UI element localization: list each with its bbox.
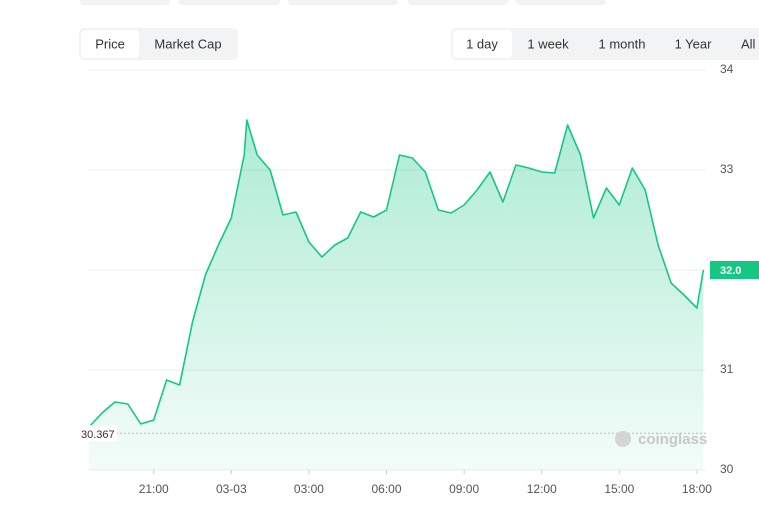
y-tick-label: 30 [720, 462, 734, 476]
button[interactable] [516, 0, 606, 5]
tab[interactable]: Market Cap [154, 36, 221, 51]
x-tick-label: 15:00 [604, 482, 634, 496]
button[interactable] [178, 0, 280, 5]
low-label: 30.367 [81, 429, 115, 441]
button[interactable] [288, 0, 398, 5]
current-label-bg [710, 261, 759, 279]
button[interactable] [80, 0, 170, 5]
tab[interactable]: Price [95, 36, 125, 51]
x-tick-label: 06:00 [372, 482, 402, 496]
top-buttons [80, 0, 606, 5]
range-group [451, 28, 759, 60]
y-tick-label: 31 [720, 362, 734, 376]
range-button[interactable]: 1 week [527, 36, 569, 51]
x-tick-label: 18:00 [682, 482, 712, 496]
x-tick-label: 09:00 [449, 482, 479, 496]
range-button[interactable]: 1 Year [675, 36, 713, 51]
line [88, 119, 705, 428]
range-button[interactable]: All [741, 36, 756, 51]
range-button[interactable]: 1 day [466, 36, 498, 51]
button[interactable] [408, 0, 508, 5]
plot: 303132333421:0003-0303:0006:0009:0012:00… [79, 62, 759, 496]
y-tick-label: 34 [720, 62, 734, 76]
watermark-icon [615, 431, 631, 447]
x-tick-label: 03-03 [216, 482, 247, 496]
current-label: 32.0 [720, 265, 741, 277]
range-selected[interactable] [453, 30, 512, 58]
y-tick-label: 33 [720, 162, 734, 176]
range-button[interactable]: 1 month [599, 36, 646, 51]
tab-selected[interactable] [81, 30, 139, 58]
x-tick-label: 12:00 [527, 482, 557, 496]
low-label-bg [79, 425, 117, 442]
x-tick-label: 03:00 [294, 482, 324, 496]
watermark: coinglass [638, 431, 707, 448]
x-tick-label: 21:00 [139, 482, 169, 496]
area [89, 120, 704, 470]
